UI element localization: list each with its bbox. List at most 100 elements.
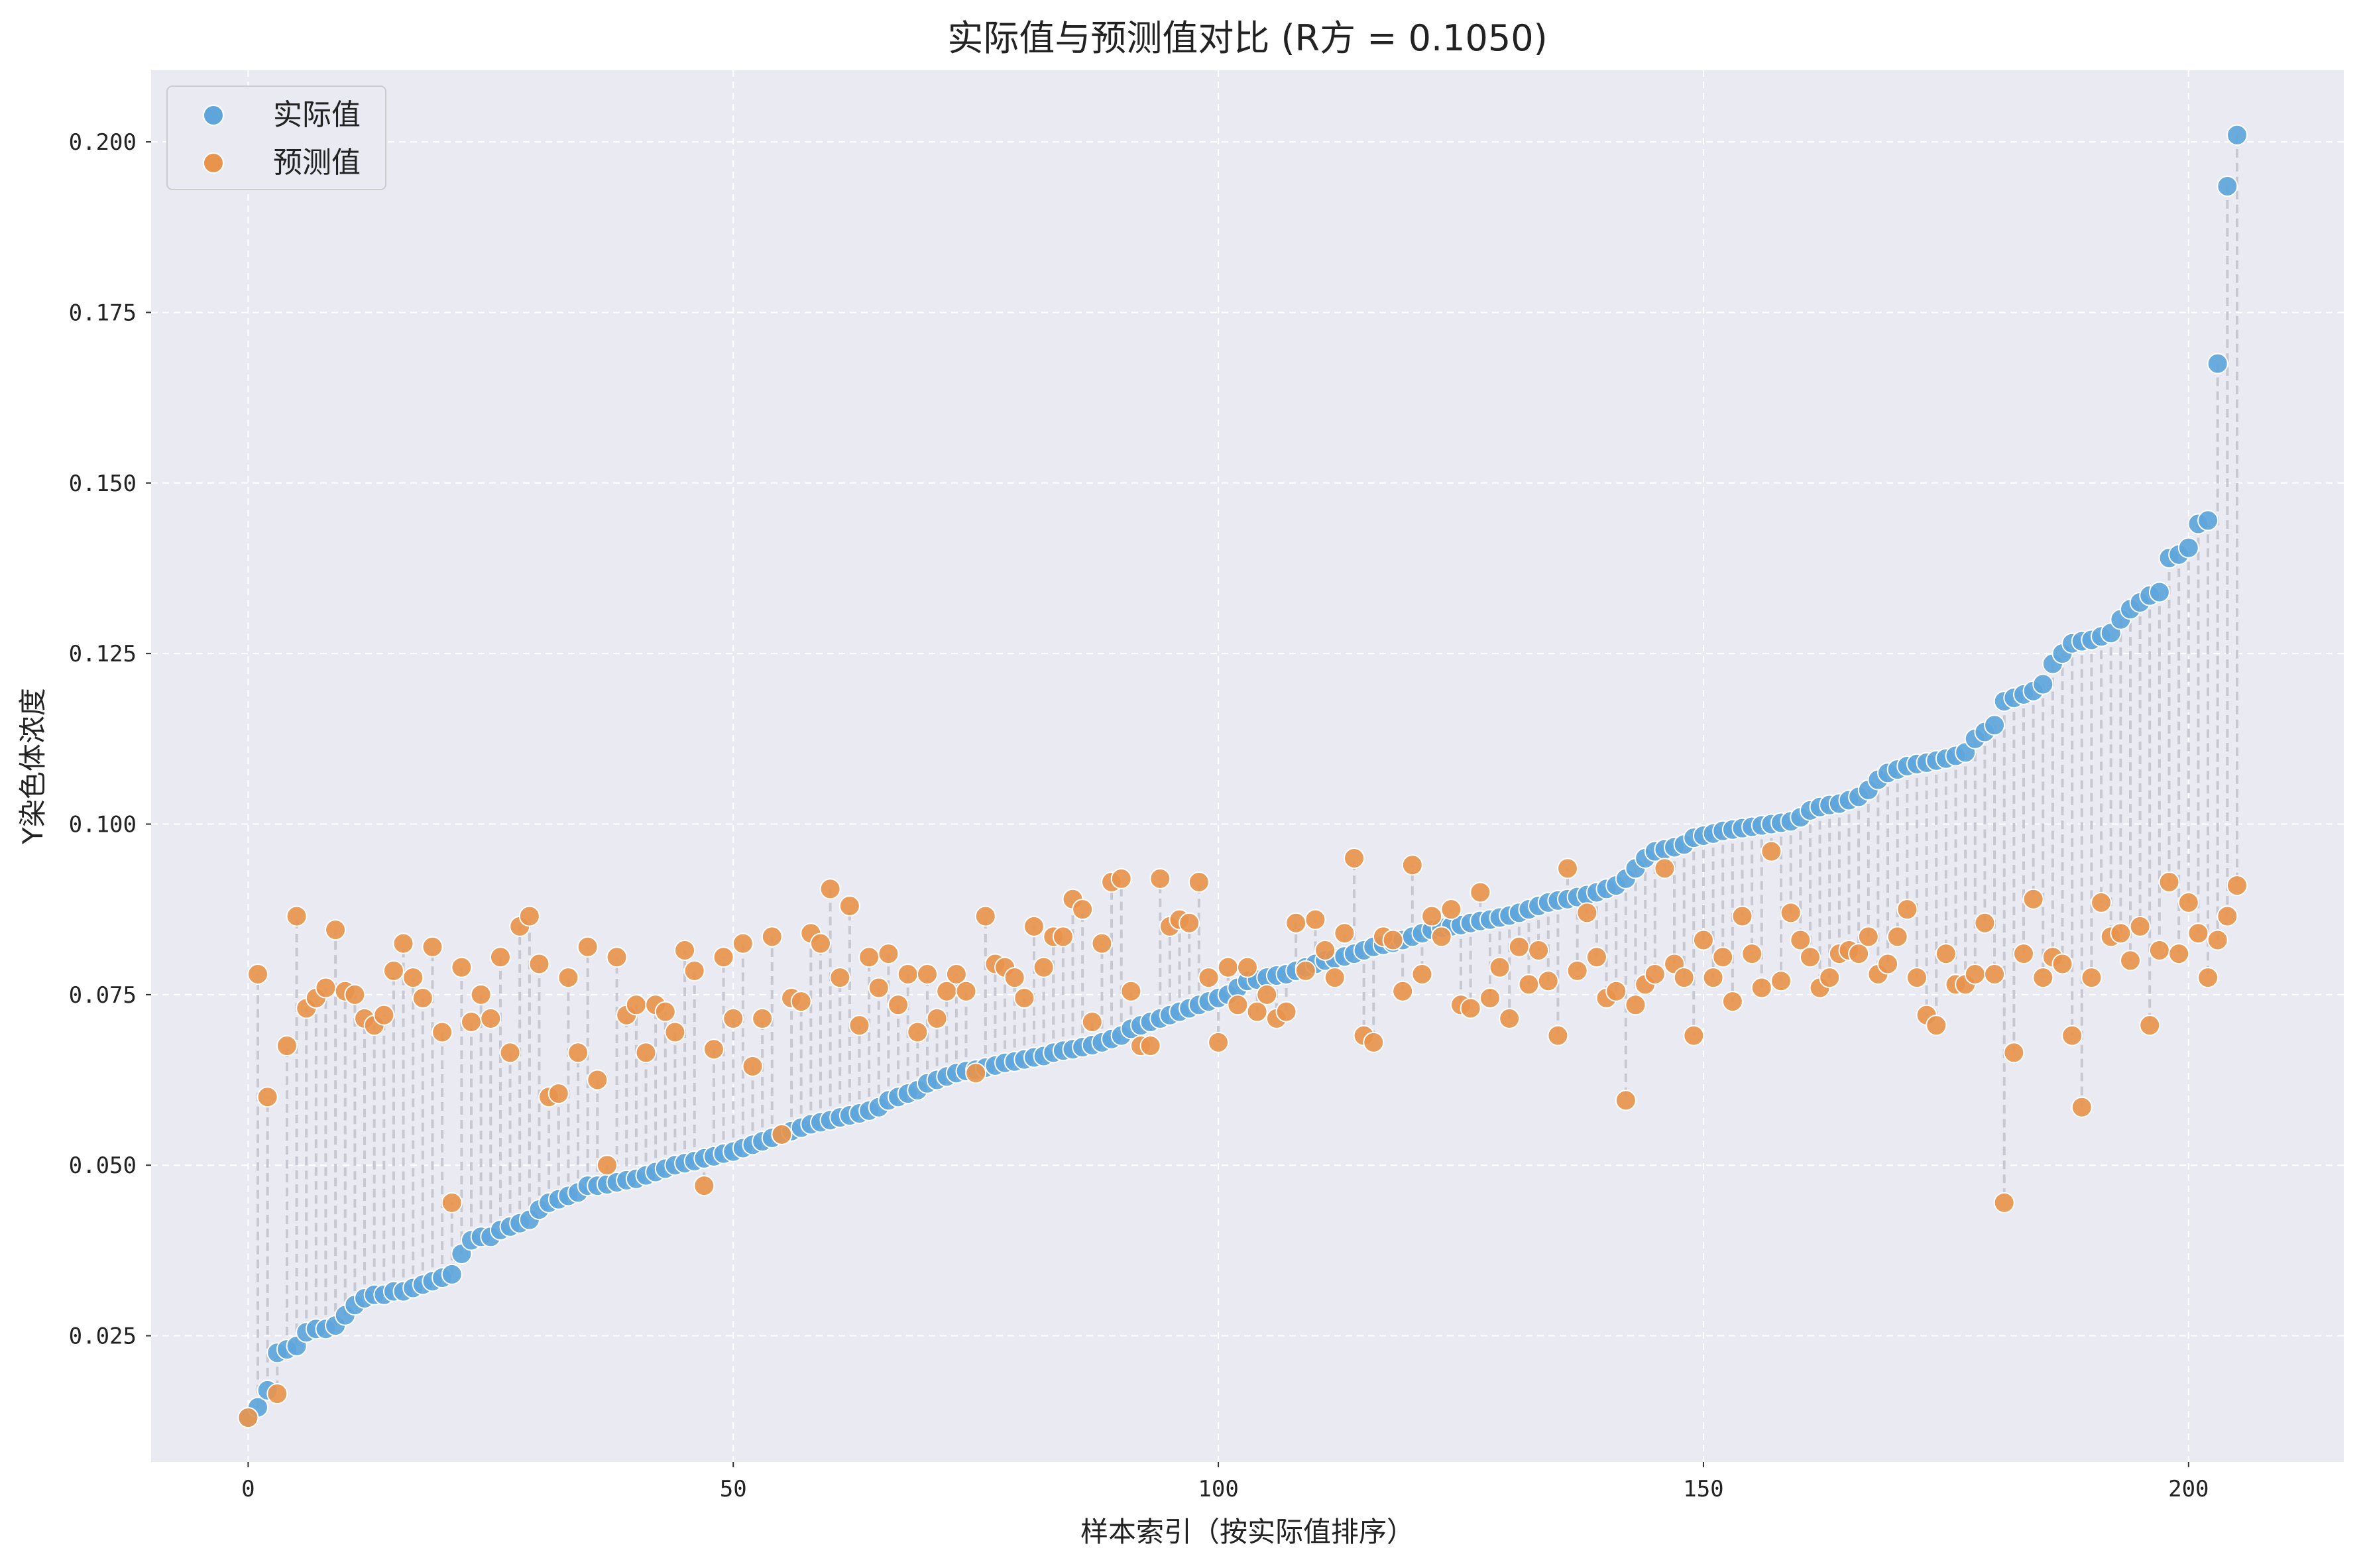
predicted-point [2061, 1025, 2083, 1046]
predicted-point [1615, 1090, 1637, 1111]
predicted-point [1208, 1031, 1230, 1053]
actual-point [2197, 510, 2219, 532]
legend-marker-actual [203, 105, 224, 126]
predicted-point [1033, 956, 1055, 978]
plot-area [151, 70, 2344, 1462]
predicted-point [1770, 970, 1792, 992]
predicted-point [606, 946, 628, 968]
predicted-point [945, 963, 967, 985]
predicted-point [422, 936, 443, 958]
predicted-point [1324, 967, 1346, 989]
predicted-point [237, 1407, 259, 1429]
predicted-point [771, 1123, 793, 1145]
predicted-point [1537, 970, 1559, 992]
legend-marker-predicted [203, 152, 224, 174]
predicted-point [1401, 854, 1423, 876]
predicted-point [1285, 912, 1307, 934]
predicted-point [1576, 902, 1598, 924]
predicted-point [1926, 1015, 1947, 1036]
predicted-point [1993, 1192, 2015, 1213]
predicted-point [1528, 939, 1550, 961]
x-tick-label: 100 [1198, 1476, 1238, 1502]
predicted-point [897, 963, 919, 985]
predicted-point [548, 1083, 569, 1105]
predicted-point [489, 946, 511, 968]
predicted-point [1644, 963, 1666, 985]
predicted-point [2022, 888, 2044, 910]
predicted-point [325, 919, 347, 941]
predicted-point [247, 963, 269, 985]
predicted-point [752, 1007, 774, 1029]
predicted-point [1741, 943, 1763, 965]
predicted-point [1149, 868, 1171, 889]
predicted-point [1363, 1031, 1385, 1053]
predicted-point [1344, 847, 1365, 869]
predicted-point [315, 977, 337, 999]
legend-label-actual: 实际值 [273, 98, 361, 132]
predicted-point [1974, 912, 1996, 934]
predicted-point [1110, 868, 1132, 889]
legend-label-predicted: 预测值 [273, 146, 361, 180]
y-tick-label: 0.025 [69, 1323, 137, 1350]
predicted-point [1081, 1011, 1103, 1033]
predicted-point [974, 905, 996, 927]
predicted-point [2051, 953, 2073, 975]
predicted-point [1760, 840, 1782, 862]
predicted-point [907, 1021, 929, 1043]
predicted-point [2091, 891, 2112, 913]
predicted-point [1799, 946, 1821, 968]
predicted-point [829, 967, 851, 989]
predicted-point [2187, 923, 2209, 944]
predicted-point [790, 991, 812, 1013]
predicted-point [587, 1069, 608, 1091]
predicted-point [470, 983, 492, 1005]
grid [151, 70, 2344, 1462]
predicted-point [1392, 980, 1414, 1002]
predicted-point [1430, 926, 1452, 948]
predicted-point [577, 936, 599, 958]
actual-point [441, 1263, 463, 1285]
predicted-point [1547, 1025, 1569, 1046]
predicted-point [2071, 1096, 2093, 1118]
predicted-point [2032, 967, 2054, 989]
points [237, 124, 2248, 1429]
predicted-point [1848, 943, 1870, 965]
predicted-point [1334, 923, 1356, 944]
predicted-point [2012, 943, 2034, 965]
predicted-point [1295, 960, 1316, 981]
predicted-point [848, 1015, 870, 1036]
predicted-point [1246, 1001, 1268, 1023]
predicted-point [1217, 956, 1239, 978]
predicted-point [1508, 936, 1530, 958]
predicted-point [1440, 899, 1462, 921]
predicted-point [1179, 912, 1200, 934]
predicted-point [858, 946, 880, 968]
x-tick-label: 50 [720, 1476, 747, 1502]
y-tick-label: 0.125 [69, 641, 137, 667]
x-tick-label: 0 [241, 1476, 255, 1502]
predicted-point [926, 1007, 948, 1029]
predicted-point [373, 1004, 395, 1026]
predicted-point [1411, 963, 1433, 985]
actual-point [2226, 124, 2248, 146]
predicted-point [713, 946, 734, 968]
predicted-point [1139, 1035, 1161, 1057]
predicted-point [1790, 929, 1812, 951]
y-axis-label: Y染色体浓度 [17, 688, 49, 845]
predicted-point [1557, 858, 1579, 879]
predicted-point [878, 943, 899, 965]
predicted-point [722, 1007, 744, 1029]
y-tick-label: 0.050 [69, 1152, 137, 1179]
predicted-point [276, 1035, 298, 1057]
predicted-point [528, 953, 550, 975]
y-tick-label: 0.175 [69, 300, 137, 326]
predicted-point [1605, 980, 1627, 1002]
predicted-point [1275, 1001, 1297, 1023]
predicted-point [1518, 974, 1540, 995]
predicted-point [1702, 967, 1724, 989]
predicted-point [1586, 946, 1607, 968]
actual-point [2177, 537, 2199, 559]
predicted-point [1198, 967, 1220, 989]
predicted-point [916, 963, 938, 985]
predicted-point [2158, 871, 2180, 893]
